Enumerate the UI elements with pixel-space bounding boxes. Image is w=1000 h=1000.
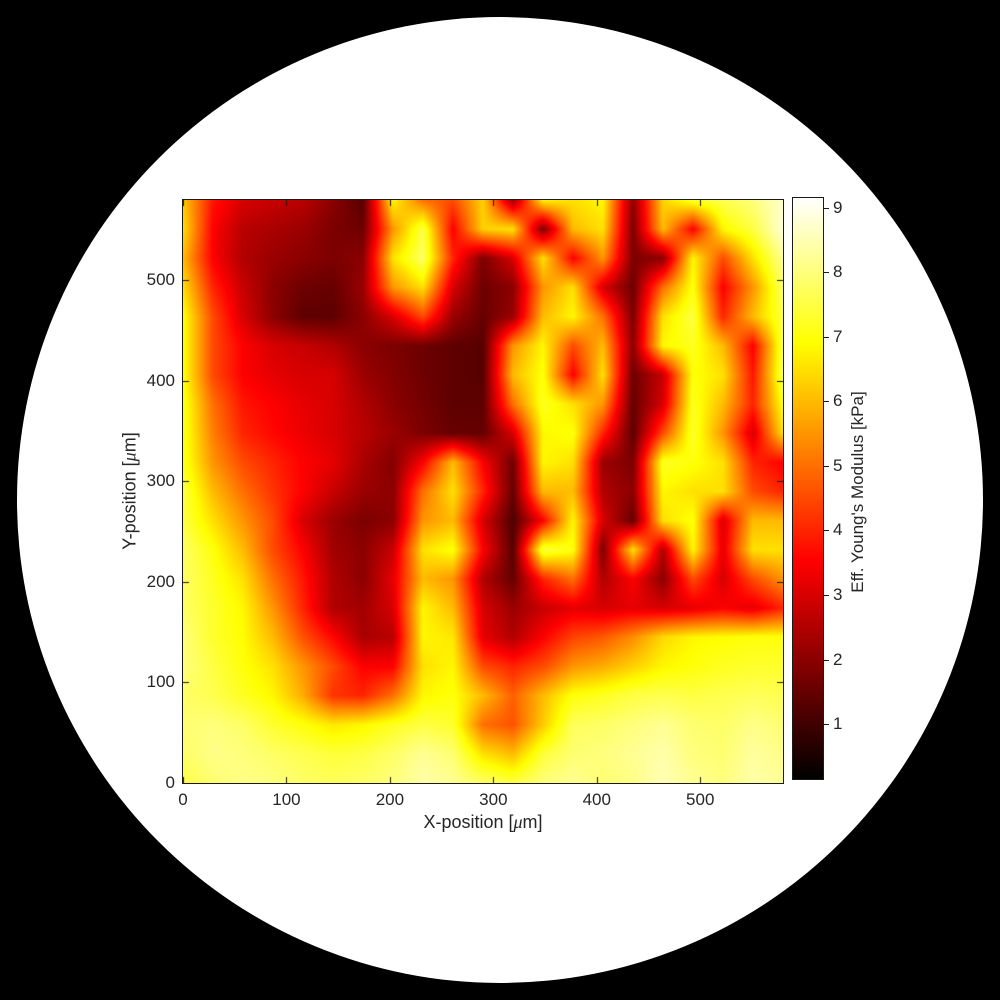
y-tick-label: 500: [146, 270, 175, 290]
colorbar-tick-label: 5: [833, 455, 843, 475]
colorbar-tick-mark: [823, 595, 829, 596]
colorbar-canvas: [793, 198, 823, 779]
colorbar-tick-label: 9: [833, 197, 843, 217]
x-tick-label: 0: [178, 790, 188, 809]
x-tick-label: 500: [686, 790, 715, 809]
y-tick-label: 0: [165, 773, 175, 792]
y-tick-label: 100: [146, 672, 175, 692]
y-tick-label: 200: [146, 571, 175, 591]
colorbar-tick-mark: [823, 337, 829, 338]
x-tick-label: 300: [479, 790, 508, 809]
colorbar-label: Eff. Young's Modulus [kPa]: [848, 391, 867, 593]
colorbar-tick-label: 2: [833, 649, 843, 669]
colorbar-tick-mark: [823, 208, 829, 209]
x-tick-label: 400: [582, 790, 611, 809]
colorbar-tick-mark: [823, 660, 829, 661]
heatmap-canvas: [183, 200, 783, 783]
y-tick-label: 400: [146, 370, 175, 390]
y-axis-label: Y-position [μm]: [119, 432, 140, 550]
y-tick-label: 300: [146, 471, 175, 491]
colorbar-tick-label: 4: [833, 520, 843, 540]
colorbar-tick-label: 7: [833, 326, 843, 346]
colorbar-tick-mark: [823, 530, 829, 531]
x-tick-label: 200: [375, 790, 405, 809]
colorbar-tick-mark: [823, 401, 829, 402]
colorbar-tick-mark: [823, 272, 829, 273]
colorbar-tick-mark: [823, 466, 829, 467]
colorbar-tick-mark: [823, 724, 829, 725]
colorbar-tick-label: 8: [833, 262, 843, 282]
colorbar-tick-label: 6: [833, 391, 843, 411]
colorbar-tick-label: 1: [833, 714, 843, 734]
x-axis-label: X-position [μm]: [423, 812, 543, 832]
x-tick-label: 100: [272, 790, 301, 809]
colorbar-tick-label: 3: [833, 585, 843, 605]
